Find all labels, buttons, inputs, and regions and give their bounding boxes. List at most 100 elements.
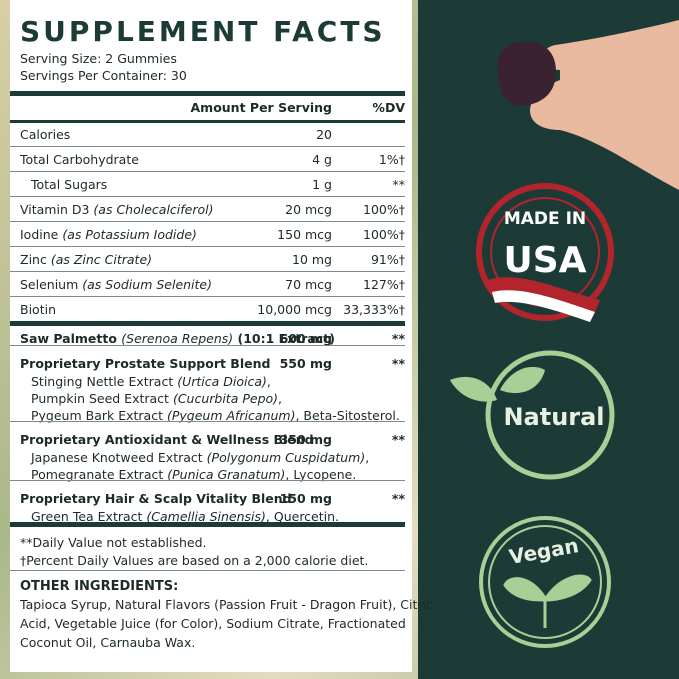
rule [10, 91, 405, 96]
ingredient-line: Pomegranate Extract (Punica Granatum), L… [31, 468, 356, 482]
footnote: **Daily Value not established. [20, 535, 207, 550]
leaf [500, 366, 545, 394]
divider [10, 246, 405, 247]
text: , Lycopene. [285, 467, 357, 482]
text: Proprietary Prostate Support Blend [20, 356, 271, 371]
column-header: Amount Per Serving [190, 100, 333, 115]
text: Pygeum Bark Extract [31, 408, 167, 423]
latin-name: (Polygonum Cuspidatum) [206, 450, 366, 465]
text: , Beta-Sitosterol. [295, 408, 400, 423]
text: Pomegranate Extract [31, 467, 168, 482]
text: Japanese Knotweed Extract [31, 450, 207, 465]
title: SUPPLEMENT FACTS [20, 15, 386, 48]
amount: 10,000 mcg [257, 302, 332, 317]
natural-badge [485, 350, 615, 480]
nutrient: Total Sugars [31, 178, 107, 192]
ingredient-line: Green Tea Extract (Camellia Sinensis), Q… [31, 510, 339, 524]
nutrient: Zinc (as Zinc Citrate) [20, 253, 152, 267]
nutrient: Iodine (as Potassium Iodide) [20, 228, 197, 242]
amount: 550 mg [279, 356, 332, 371]
amount: 350 mg [279, 432, 332, 447]
rule [10, 120, 405, 123]
latin-name: (Camellia Sinensis) [146, 509, 266, 524]
amount: 70 mcg [285, 277, 332, 292]
nutrient: Vitamin D3 (as Cholecalciferol) [20, 203, 213, 217]
daily-value: ** [391, 331, 405, 346]
flag [492, 290, 595, 322]
made-in: MADE IN [504, 209, 586, 229]
other-ingredients: Coconut Oil, Carnauba Wax. [20, 635, 196, 650]
blend-name: Proprietary Prostate Support Blend [20, 357, 270, 371]
ingredient-line: Pygeum Bark Extract (Pygeum Africanum), … [31, 409, 400, 423]
amount: 4 g [312, 152, 332, 167]
divider [10, 296, 405, 297]
text: Biotin [20, 302, 56, 317]
blend-name: Proprietary Antioxidant & Wellness Blend [20, 433, 314, 447]
text: Green Tea Extract [31, 509, 147, 524]
text: Total Sugars [31, 177, 108, 192]
daily-value: 127%† [363, 277, 405, 292]
latin-name: (as Sodium Selenite) [82, 277, 213, 292]
divider [10, 570, 405, 571]
text: (10:1 Extract) [233, 331, 335, 346]
amount: 150 mg [279, 491, 332, 506]
servings-per-container: Servings Per Container: 30 [20, 68, 187, 83]
divider [10, 171, 405, 172]
amount: 1 g [312, 177, 332, 192]
text: , Quercetin. [265, 509, 340, 524]
flag [488, 277, 600, 312]
daily-value: ** [392, 177, 406, 192]
nutrient: Biotin [20, 303, 56, 317]
text: Iodine [20, 227, 63, 242]
other-ingredients-title: OTHER INGREDIENTS: [20, 579, 179, 594]
divider [10, 221, 405, 222]
text: , [266, 374, 271, 389]
daily-value: ** [391, 432, 405, 447]
latin-name: (as Cholecalciferol) [93, 202, 214, 217]
text: Proprietary Hair & Scalp Vitality Blend [20, 491, 292, 506]
divider [10, 480, 405, 481]
text: , [278, 391, 283, 406]
daily-value: 100%† [363, 227, 405, 242]
text: Saw Palmetto [20, 331, 122, 346]
text: Stinging Nettle Extract [31, 374, 178, 389]
nutrient: Total Carbohydrate [20, 153, 139, 167]
amount: 600 mg [279, 331, 332, 346]
text: , [365, 450, 370, 465]
daily-value: 1%† [378, 152, 405, 167]
leaf [450, 376, 497, 402]
text: Pumpkin Seed Extract [31, 391, 173, 406]
rule [10, 522, 405, 527]
usa: USA [503, 240, 586, 281]
nutrient: Selenium (as Sodium Selenite) [20, 278, 212, 292]
ingredient-line: Pumpkin Seed Extract (Cucurbita Pepo), [31, 392, 282, 406]
amount: 20 [316, 127, 332, 142]
latin-name: (Urtica Dioica) [177, 374, 267, 389]
daily-value: ** [391, 356, 405, 371]
other-ingredients: Tapioca Syrup, Natural Flavors (Passion … [20, 597, 433, 612]
latin-name: (Pygeum Africanum) [166, 408, 296, 423]
text: Proprietary Antioxidant & Wellness Blend [20, 432, 314, 447]
latin-name: (Cucurbita Pepo) [172, 391, 279, 406]
rule [10, 321, 405, 326]
latin-name: (as Zinc Citrate) [50, 252, 153, 267]
divider [10, 421, 405, 422]
amount: 20 mcg [285, 202, 332, 217]
column-header: %DV [372, 100, 405, 115]
text: Calories [20, 127, 71, 142]
gummy [497, 41, 556, 106]
amount: 150 mcg [277, 227, 332, 242]
blend-name: Proprietary Hair & Scalp Vitality Blend [20, 492, 292, 506]
daily-value: 33,333%† [343, 302, 405, 317]
vegan-ring [488, 525, 602, 639]
amount: 10 mg [292, 252, 332, 267]
vegan-badge [479, 516, 611, 648]
other-ingredients: Acid, Vegetable Juice (for Color), Sodiu… [20, 616, 406, 631]
text: Selenium [20, 277, 83, 292]
latin-name: (Punica Granatum) [167, 467, 286, 482]
text: Vitamin D3 [20, 202, 94, 217]
hand [530, 20, 679, 190]
latin-name: (Serenoa Repens) [121, 331, 234, 346]
